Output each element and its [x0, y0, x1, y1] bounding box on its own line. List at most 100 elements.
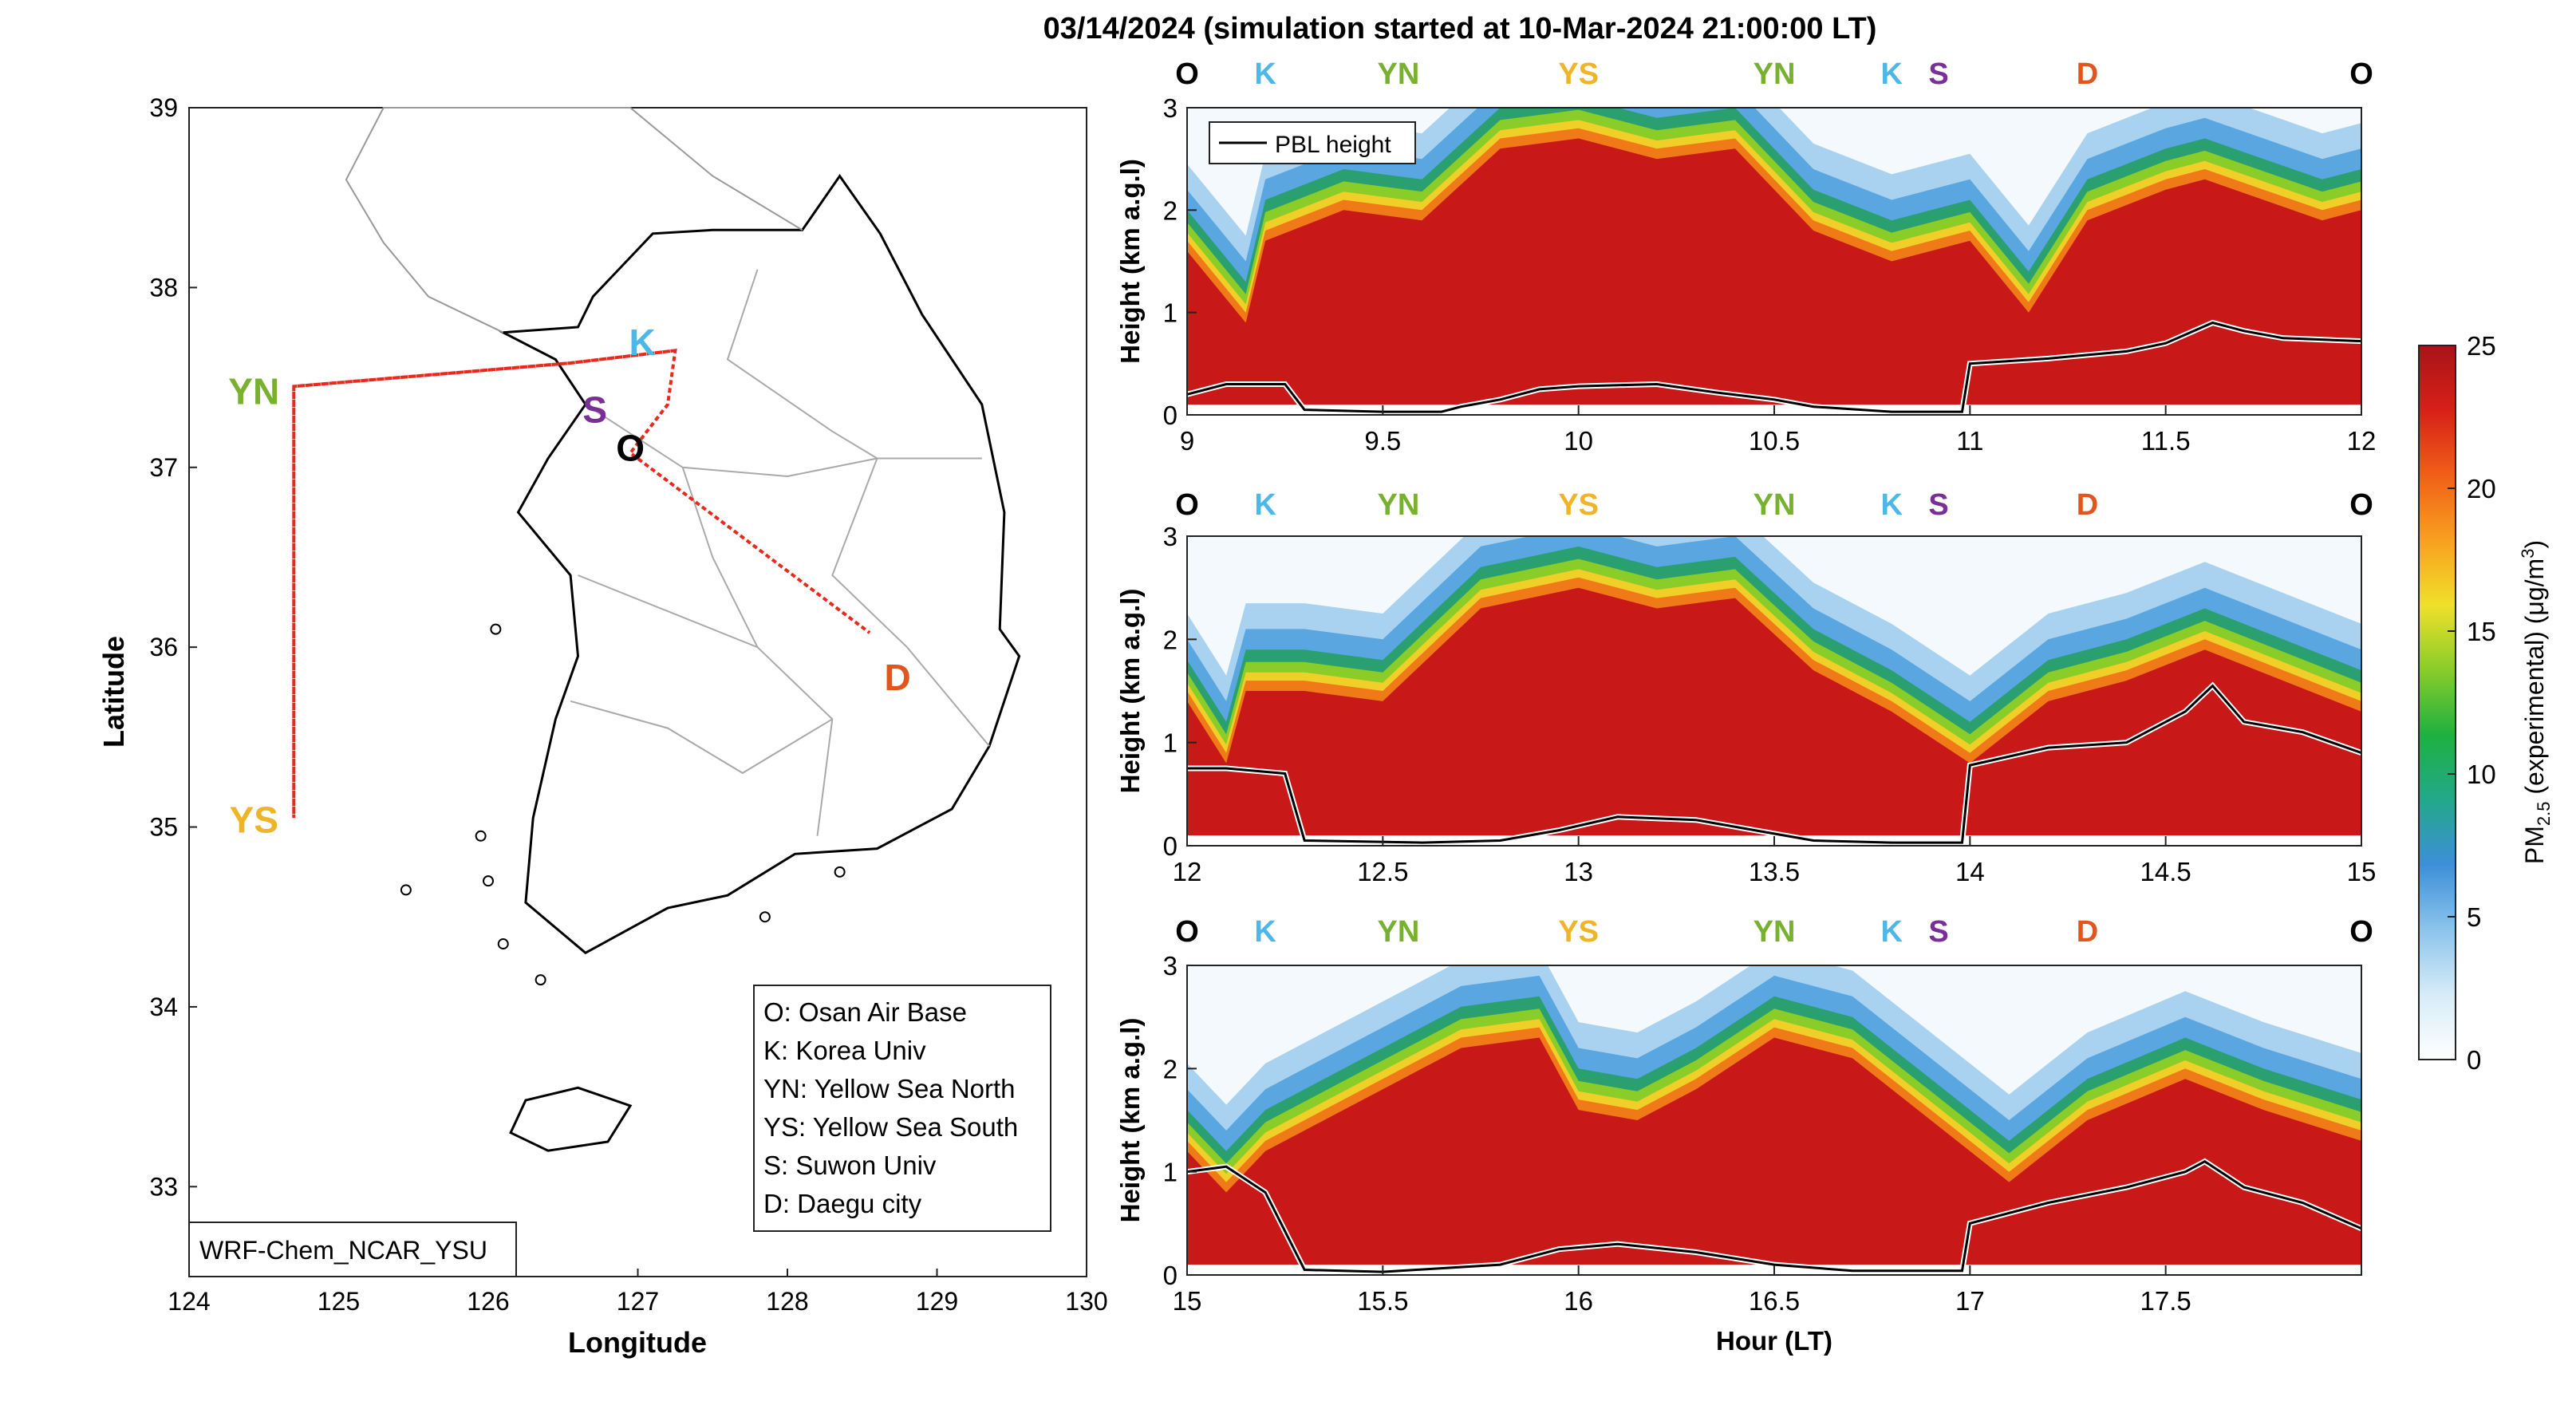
curtain-x-tick-label: 11.5 [2141, 426, 2191, 456]
province-border [831, 458, 990, 747]
colorbar-tick-label: 5 [2467, 902, 2481, 932]
island [759, 911, 771, 923]
site-legend-entry: K: Korea Univ [763, 1036, 926, 1065]
curtain-x-tick-label: 13.5 [1749, 857, 1800, 886]
curtain-x-tick-label: 10 [1564, 426, 1593, 456]
curtain-x-tick-label: 10.5 [1749, 426, 1800, 456]
island [475, 830, 487, 842]
colorbar: 0 5 10 15 20 25 PM2.5 (experimental) (μg/m3) [2418, 331, 2554, 1075]
curtain-y-tick-label: 0 [1163, 831, 1178, 861]
province-border [585, 404, 982, 478]
site-marker-ys: YS [1558, 915, 1599, 949]
site-legend-entry: S: Suwon Univ [763, 1151, 937, 1180]
site-marker-yn: YN [1378, 488, 1420, 522]
south-korea-outline [499, 173, 1021, 955]
pbl-legend-box [1209, 121, 1416, 164]
province-border [726, 269, 878, 460]
site-marker-k: K [1880, 57, 1903, 91]
curtain-x-axis-label: Hour (LT) [1716, 1326, 1832, 1356]
colorbar-ticks: 0 5 10 15 20 25 [2448, 331, 2496, 1075]
site-marker-o: O [2349, 57, 2373, 91]
site-marker-yn: YN [1378, 915, 1420, 949]
site-marker-k: K [1880, 488, 1903, 522]
site-marker-ys: YS [1558, 57, 1599, 91]
curtain-x-tick-label: 16.5 [1749, 1286, 1800, 1316]
curtain-y-tick-label: 3 [1163, 522, 1178, 551]
curtain-y-tick-label: 3 [1163, 93, 1178, 123]
province-border [681, 467, 759, 648]
site-marker-yn: YN [1753, 915, 1796, 949]
site-legend-entry: O: Osan Air Base [763, 997, 967, 1027]
site-legend-box [753, 985, 1051, 1232]
curtain-x-tick-label: 9 [1180, 426, 1194, 456]
map-y-tick-label: 33 [149, 1172, 178, 1201]
pm25-curtain [1187, 965, 2361, 1275]
curtain-y-tick-label: 0 [1163, 401, 1178, 430]
site-labels: O K YN YS S D [228, 322, 910, 840]
colorbar-tick-label: 10 [2467, 760, 2496, 789]
curtain-x-tick-label: 12 [2347, 426, 2377, 456]
pm25-band [1187, 1037, 2361, 1275]
site-legend-entry: YS: Yellow Sea South [763, 1112, 1018, 1142]
island [490, 623, 502, 635]
colorbar-label: PM2.5 (experimental) (μg/m3) [2518, 540, 2554, 864]
map-y-tick-label: 38 [149, 273, 178, 302]
map-y-axis-label: Latitude [97, 636, 130, 748]
curtain-x-tick-label: 17.5 [2140, 1286, 2191, 1316]
site-label-o: O [616, 428, 645, 469]
figure-title: 03/14/2024 (simulation started at 10-Mar… [1043, 12, 1877, 45]
site-marker-k: K [1254, 488, 1276, 522]
map-x-tick-label: 130 [1065, 1287, 1107, 1316]
curtain-y-axis-label: Height (km a.g.l) [1115, 159, 1145, 364]
site-marker-yn: YN [1753, 57, 1796, 91]
map-y-ticks: 33 34 35 36 37 38 39 [149, 93, 197, 1201]
pm25-curtain [1187, 536, 2361, 846]
curtain-y-axis-label: Height (km a.g.l) [1115, 589, 1145, 794]
site-legend-entry: D: Daegu city [763, 1189, 922, 1218]
map-y-tick-label: 35 [149, 813, 178, 842]
curtain-y-tick-label: 2 [1163, 1054, 1178, 1083]
colorbar-tick-label: 25 [2467, 331, 2496, 361]
site-marker-d: D [2077, 488, 2098, 522]
site-marker-d: D [2077, 915, 2098, 949]
curtain-x-tick-label: 15.5 [1357, 1286, 1408, 1316]
site-label-s: S [582, 389, 607, 431]
curtain-x-tick-label: 14.5 [2140, 857, 2191, 886]
curtain-y-tick-label: 3 [1163, 951, 1178, 981]
province-border [570, 700, 833, 775]
curtain-y-tick-label: 2 [1163, 195, 1178, 225]
curtain-x-tick-label: 17 [1955, 1286, 1985, 1316]
map-x-tick-label: 125 [318, 1287, 360, 1316]
map-x-tick-label: 128 [766, 1287, 808, 1316]
curtain-y-tick-label: 1 [1163, 1158, 1178, 1187]
curtain-y-tick-label: 1 [1163, 298, 1178, 328]
curtain-x-tick-label: 13 [1564, 857, 1593, 886]
site-label-d: D [885, 657, 911, 698]
pbl-height-line [1187, 1159, 2361, 1273]
model-label: WRF-Chem_NCAR_YSU [199, 1236, 487, 1265]
pbl-legend-label: PBL height [1275, 132, 1391, 158]
site-marker-o: O [1175, 57, 1199, 91]
island [535, 974, 546, 986]
map-x-tick-label: 127 [617, 1287, 659, 1316]
site-marker-yn: YN [1753, 488, 1796, 522]
site-marker-d: D [2077, 57, 2098, 91]
island [497, 938, 509, 950]
curtain-x-tick-label: 14 [1955, 857, 1985, 886]
map-x-tick-label: 124 [168, 1287, 210, 1316]
island [400, 884, 412, 896]
site-label-k: K [629, 322, 656, 363]
curtain-y-tick-label: 2 [1163, 625, 1178, 654]
curtain-x-tick-label: 11 [1956, 426, 1983, 456]
site-marker-o: O [2349, 488, 2373, 522]
map-x-tick-label: 126 [467, 1287, 509, 1316]
curtain-x-tick-label: 12.5 [1357, 857, 1408, 886]
north-korea-outline [345, 107, 803, 334]
site-marker-k: K [1254, 57, 1276, 91]
curtain-y-tick-label: 1 [1163, 728, 1178, 758]
pm25-band [1187, 587, 2361, 846]
